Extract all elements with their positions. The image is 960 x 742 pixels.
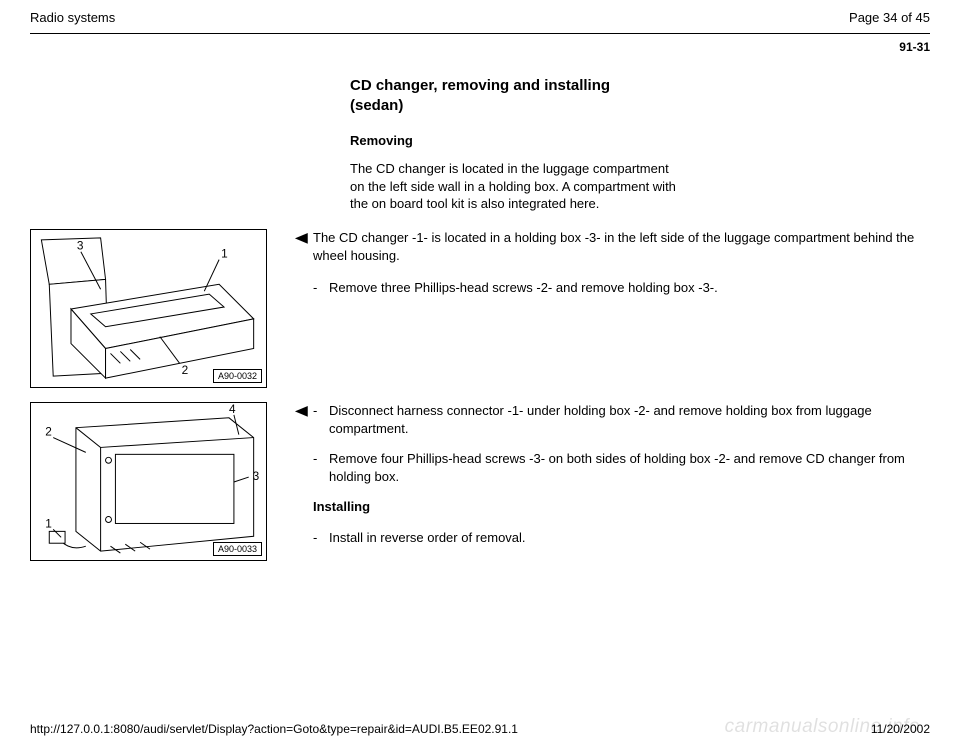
svg-text:3: 3 <box>253 469 260 483</box>
doc-title: Radio systems <box>30 10 115 25</box>
bullet-text: Remove three Phillips-head screws -2- an… <box>329 279 930 297</box>
footer-url: http://127.0.0.1:8080/audi/servlet/Displ… <box>30 722 518 736</box>
list-item: - Remove three Phillips-head screws -2- … <box>313 279 930 297</box>
bullet-text: Disconnect harness connector -1- under h… <box>329 402 930 438</box>
page-counter: Page 34 of 45 <box>849 10 930 25</box>
svg-text:2: 2 <box>45 424 52 438</box>
section-title: CD changer, removing and installing (sed… <box>350 76 680 115</box>
triangle-left-icon: ◀ <box>295 402 308 419</box>
removing-heading: Removing <box>350 133 680 148</box>
step-1-text: The CD changer -1- is located in a holdi… <box>313 229 930 310</box>
triangle-left-icon: ◀ <box>295 229 308 246</box>
list-item: - Install in reverse order of removal. <box>313 529 930 547</box>
list-item: - Remove four Phillips-head screws -3- o… <box>313 450 930 486</box>
step-1: 3 1 2 A90-0032 ◀ The CD changer -1- is l… <box>30 229 930 388</box>
footer-date: 11/20/2002 <box>871 722 930 736</box>
bullet-dash: - <box>313 279 329 297</box>
svg-text:1: 1 <box>221 246 228 260</box>
page-footer: http://127.0.0.1:8080/audi/servlet/Displ… <box>30 722 930 736</box>
step-arrow: ◀ <box>289 402 313 419</box>
installing-heading: Installing <box>313 498 930 516</box>
diagram-2: 2 4 3 1 A90-0033 <box>30 402 267 561</box>
title-line-1: CD changer, removing and installing <box>350 77 610 94</box>
diagram-2-ref: A90-0033 <box>213 542 262 556</box>
diagram-1: 3 1 2 A90-0032 <box>30 229 267 388</box>
bullet-text: Remove four Phillips-head screws -3- on … <box>329 450 930 486</box>
bullet-dash: - <box>313 402 329 438</box>
svg-text:4: 4 <box>229 403 236 416</box>
step-2: 2 4 3 1 A90-0033 ◀ - Disconnect harness … <box>30 402 930 561</box>
step-1-lead: The CD changer -1- is located in a holdi… <box>313 229 930 265</box>
header-rule <box>30 33 930 34</box>
step-arrow: ◀ <box>289 229 313 246</box>
svg-text:2: 2 <box>182 363 189 377</box>
title-line-2: (sedan) <box>350 97 403 114</box>
svg-text:3: 3 <box>77 238 84 252</box>
page-reference: 91-31 <box>30 40 930 54</box>
page-header: Radio systems Page 34 of 45 <box>30 10 930 25</box>
intro-paragraph: The CD changer is located in the luggage… <box>350 160 680 213</box>
svg-text:1: 1 <box>45 516 52 530</box>
section-header: CD changer, removing and installing (sed… <box>350 76 680 213</box>
bullet-text: Install in reverse order of removal. <box>329 529 930 547</box>
step-2-text: - Disconnect harness connector -1- under… <box>313 402 930 559</box>
list-item: - Disconnect harness connector -1- under… <box>313 402 930 438</box>
bullet-dash: - <box>313 529 329 547</box>
bullet-dash: - <box>313 450 329 486</box>
diagram-1-ref: A90-0032 <box>213 369 262 383</box>
